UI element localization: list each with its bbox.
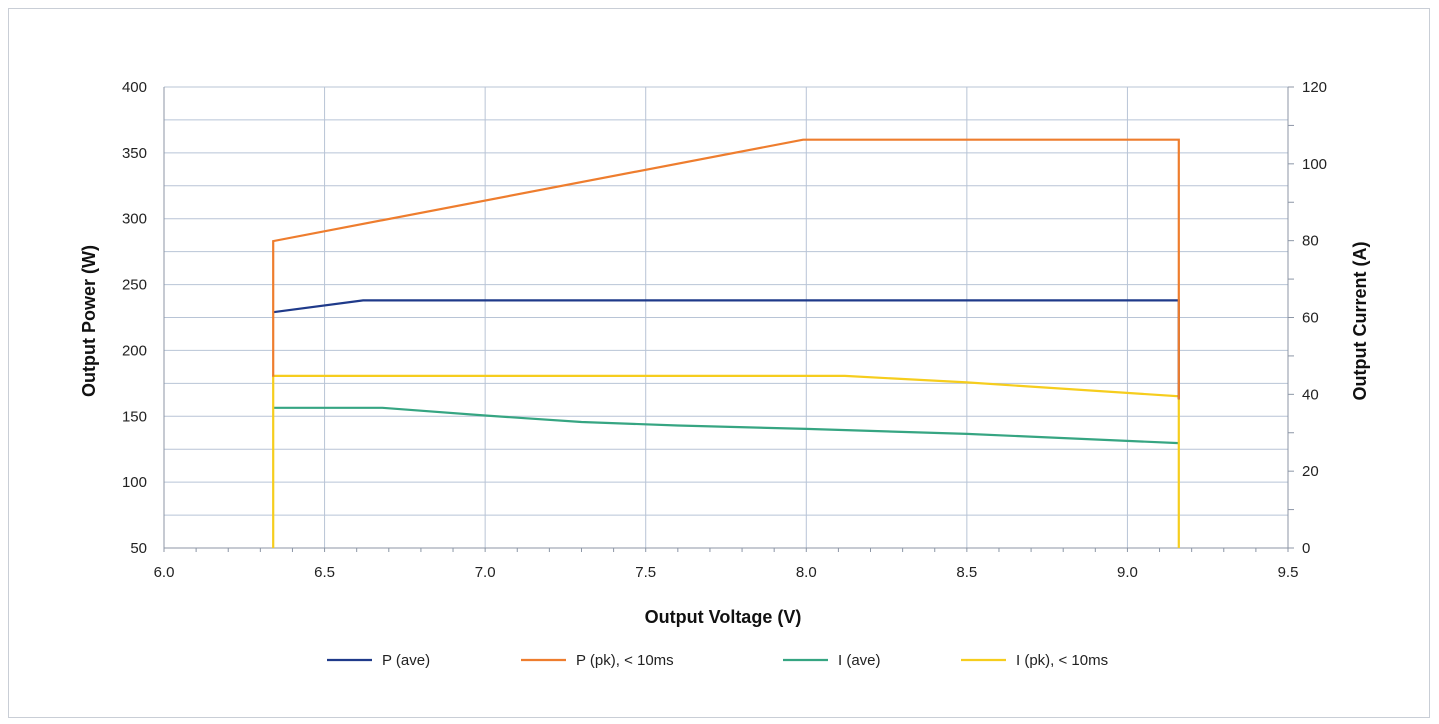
y-left-tick-label: 250 <box>122 277 147 294</box>
y-axis-right-title: Output Current (A) <box>1350 242 1370 401</box>
y-left-tick-label: 50 <box>130 540 147 557</box>
legend-label-i-pk-10ms: I (pk), < 10ms <box>1016 652 1108 669</box>
x-tick-label: 6.0 <box>154 564 175 581</box>
y-axis-left-title: Output Power (W) <box>79 245 99 397</box>
legend-label-p-ave: P (ave) <box>382 652 430 669</box>
y-right-tick-label: 100 <box>1302 156 1327 173</box>
legend-label-p-pk-10ms: P (pk), < 10ms <box>576 652 674 669</box>
grid-layer <box>163 86 1289 549</box>
series-line-i-ave <box>273 406 1179 445</box>
chart-svg: 6.0 6.5 7.0 7.5 8.0 8.5 9.0 9.54003503002502001… <box>79 79 1370 669</box>
y-left-tick-label: 350 <box>122 145 147 162</box>
x-tick-label: 8.5 <box>956 564 977 581</box>
y-left-tick-label: 200 <box>122 342 147 359</box>
series-line-p-ave <box>273 299 1180 400</box>
y-right-tick-label: 120 <box>1302 79 1327 96</box>
series-line-i-pk-10ms <box>272 374 1180 548</box>
y-left-tick-label: 300 <box>122 211 147 228</box>
y-right-tick-label: 0 <box>1302 540 1310 557</box>
legend: P (ave) P (pk), < 10ms I (ave) I (pk), < 10… <box>327 652 1108 669</box>
axis-layer <box>163 86 1294 552</box>
x-tick-label: 8.0 <box>796 564 817 581</box>
y-left-tick-label: 400 <box>122 79 147 96</box>
x-axis-title: Output Voltage (V) <box>645 607 802 627</box>
y-right-tick-label: 60 <box>1302 310 1319 327</box>
y-right-tick-label: 20 <box>1302 463 1319 480</box>
legend-label-i-ave: I (ave) <box>838 652 881 669</box>
chart-frame: 6.0 6.5 7.0 7.5 8.0 8.5 9.0 9.5 400 350 300 250 200 1… <box>8 8 1430 718</box>
y-right-tick-label: 80 <box>1302 233 1319 250</box>
x-tick-label: 7.5 <box>635 564 656 581</box>
y-right-tick-label: 40 <box>1302 386 1319 403</box>
x-tick-label: 9.5 <box>1278 564 1299 581</box>
x-tick-label: 6.5 <box>314 564 335 581</box>
series-line-p-pk-10ms <box>272 138 1180 400</box>
label-layer: 6.0 6.5 7.0 7.5 8.0 8.5 9.0 9.54003503002502001… <box>122 79 1327 581</box>
y-left-tick-label: 100 <box>122 474 147 491</box>
x-tick-label: 9.0 <box>1117 564 1138 581</box>
x-tick-label: 7.0 <box>475 564 496 581</box>
y-left-tick-label: 150 <box>122 408 147 425</box>
series-layer <box>272 138 1180 548</box>
